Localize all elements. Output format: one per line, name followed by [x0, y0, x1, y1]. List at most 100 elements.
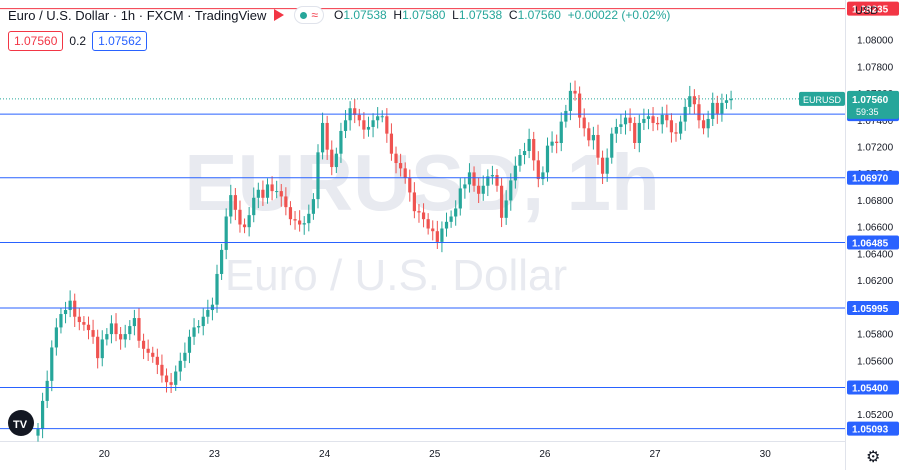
candle-body[interactable]: [449, 216, 453, 222]
candle-body[interactable]: [564, 110, 568, 122]
candle-body[interactable]: [357, 114, 361, 121]
candle-body[interactable]: [573, 90, 577, 94]
candle-body[interactable]: [284, 196, 288, 208]
candle-body[interactable]: [399, 163, 403, 169]
candle-body[interactable]: [587, 128, 591, 141]
candle-body[interactable]: [183, 352, 187, 361]
candle-body[interactable]: [293, 219, 297, 221]
candle-body[interactable]: [192, 327, 196, 337]
candle-body[interactable]: [206, 310, 210, 317]
candle-body[interactable]: [201, 316, 205, 327]
candle-body[interactable]: [86, 324, 91, 331]
candle-body[interactable]: [68, 300, 72, 311]
candle-body[interactable]: [77, 316, 81, 323]
candle-body[interactable]: [63, 310, 68, 315]
candle-body[interactable]: [238, 209, 242, 225]
candle-body[interactable]: [59, 314, 63, 328]
candle-body[interactable]: [408, 177, 412, 193]
candle-body[interactable]: [711, 102, 715, 119]
candle-body[interactable]: [334, 153, 338, 168]
candle-body[interactable]: [610, 133, 614, 158]
candle-body[interactable]: [527, 138, 531, 152]
candle-body[interactable]: [210, 304, 215, 311]
candle-body[interactable]: [458, 188, 462, 209]
candle-body[interactable]: [431, 228, 435, 232]
candle-body[interactable]: [343, 120, 348, 131]
candle-body[interactable]: [50, 347, 54, 381]
candle-body[interactable]: [330, 149, 334, 168]
candle-body[interactable]: [270, 184, 274, 192]
candle-body[interactable]: [311, 199, 315, 214]
candle-body[interactable]: [472, 172, 476, 186]
candle-body[interactable]: [320, 122, 325, 153]
candle-body[interactable]: [660, 114, 664, 125]
candle-body[interactable]: [353, 108, 357, 115]
candle-body[interactable]: [651, 116, 655, 123]
candle-body[interactable]: [720, 102, 724, 114]
candle-body[interactable]: [605, 157, 609, 174]
candle-body[interactable]: [481, 185, 485, 194]
candle-body[interactable]: [724, 100, 729, 103]
market-status-pill[interactable]: ≈: [294, 6, 324, 24]
candle-body[interactable]: [279, 191, 283, 197]
candle-body[interactable]: [591, 134, 595, 141]
candle-body[interactable]: [674, 132, 678, 134]
candle-body[interactable]: [692, 96, 696, 105]
candle-body[interactable]: [54, 327, 58, 348]
candle-body[interactable]: [229, 195, 233, 217]
candle-body[interactable]: [555, 141, 559, 143]
candle-body[interactable]: [477, 185, 481, 194]
candle-body[interactable]: [247, 215, 251, 228]
candle-body[interactable]: [36, 428, 40, 436]
candle-body[interactable]: [421, 212, 426, 220]
candle-body[interactable]: [96, 336, 100, 359]
candle-body[interactable]: [45, 380, 49, 401]
candle-body[interactable]: [656, 122, 660, 125]
candle-body[interactable]: [137, 318, 141, 341]
candle-body[interactable]: [706, 118, 710, 129]
candle-body[interactable]: [582, 117, 586, 129]
candle-body[interactable]: [233, 195, 237, 210]
candle-body[interactable]: [109, 323, 114, 335]
candle-body[interactable]: [394, 153, 398, 164]
candle-body[interactable]: [532, 138, 536, 161]
candle-body[interactable]: [376, 116, 380, 121]
candle-body[interactable]: [302, 223, 306, 225]
symbol-title[interactable]: Euro / U.S. Dollar · 1h · FXCM · Trading…: [8, 7, 267, 23]
candle-body[interactable]: [688, 96, 692, 107]
candle-body[interactable]: [426, 219, 430, 229]
candle-body[interactable]: [440, 228, 444, 242]
candle-body[interactable]: [339, 130, 343, 154]
candle-body[interactable]: [307, 213, 311, 224]
candle-body[interactable]: [151, 352, 155, 357]
candle-body[interactable]: [490, 175, 495, 177]
candle-body[interactable]: [559, 121, 563, 143]
flag-icon[interactable]: [274, 9, 285, 21]
candle-body[interactable]: [242, 224, 247, 228]
candle-body[interactable]: [623, 117, 628, 125]
candle-body[interactable]: [380, 116, 384, 118]
candle-body[interactable]: [252, 197, 256, 216]
candle-body[interactable]: [541, 172, 545, 180]
candle-body[interactable]: [578, 93, 582, 118]
candle-body[interactable]: [444, 221, 449, 229]
candle-body[interactable]: [463, 184, 467, 189]
candle-body[interactable]: [105, 334, 109, 340]
candle-body[interactable]: [522, 151, 527, 156]
candle-body[interactable]: [701, 120, 706, 129]
candle-body[interactable]: [646, 116, 651, 119]
candle-body[interactable]: [600, 157, 605, 174]
candle-body[interactable]: [325, 122, 329, 150]
candle-body[interactable]: [486, 176, 490, 186]
candle-body[interactable]: [261, 189, 265, 198]
candle-body[interactable]: [504, 200, 508, 218]
candle-body[interactable]: [536, 160, 540, 180]
candle-body[interactable]: [568, 90, 573, 111]
candle-body[interactable]: [141, 340, 146, 349]
candle-body[interactable]: [633, 122, 637, 143]
candle-body[interactable]: [697, 104, 701, 121]
candle-body[interactable]: [389, 133, 394, 154]
candle-body[interactable]: [499, 185, 504, 218]
candle-body[interactable]: [91, 330, 95, 337]
